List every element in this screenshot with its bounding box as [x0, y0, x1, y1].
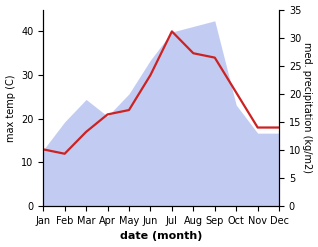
X-axis label: date (month): date (month)	[120, 231, 202, 242]
Y-axis label: max temp (C): max temp (C)	[5, 74, 16, 142]
Y-axis label: med. precipitation (kg/m2): med. precipitation (kg/m2)	[302, 42, 313, 173]
